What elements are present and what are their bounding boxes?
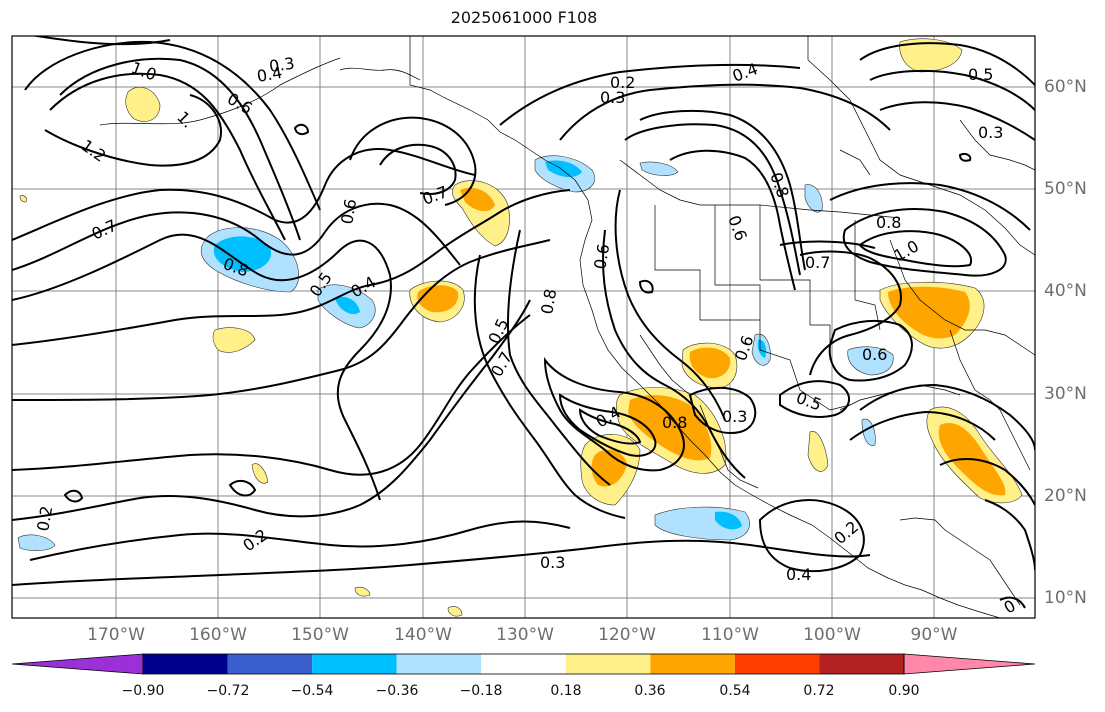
lon-label: 120°W — [598, 625, 656, 645]
colorbar-tick: 0.18 — [550, 683, 582, 699]
colorbar-tick: −0.90 — [121, 683, 165, 699]
lat-label: 60°N — [1044, 77, 1087, 97]
lat-label: 50°N — [1044, 179, 1087, 199]
colorbar-tick: −0.72 — [206, 683, 250, 699]
contour-label: 0.8 — [662, 413, 687, 432]
contour-label: 0.6 — [590, 242, 613, 270]
contour-label: 0.3 — [978, 123, 1003, 142]
lon-label: 100°W — [803, 625, 861, 645]
lon-label: 110°W — [701, 625, 759, 645]
contour-label: 0.6 — [862, 345, 887, 364]
lon-label: 90°W — [910, 625, 958, 645]
colorbar-tick: −0.54 — [290, 683, 334, 699]
contour-label: 0.4 — [255, 63, 283, 86]
colorbar-tick: 0.54 — [719, 683, 751, 699]
contour-label: 0.3 — [600, 88, 625, 107]
map-frame — [11, 35, 1036, 619]
contour-label: 0.6 — [337, 197, 360, 225]
graticule — [12, 36, 1035, 618]
lon-label: 160°W — [189, 625, 247, 645]
contour-label: 0.2 — [33, 504, 56, 532]
shaded-patches — [17, 38, 1023, 617]
lon-label: 140°W — [394, 625, 452, 645]
map-title: 2025061000 F108 — [450, 8, 598, 27]
contour-label: 0.8 — [876, 213, 901, 232]
lat-label: 30°N — [1044, 384, 1087, 404]
lon-label: 130°W — [496, 625, 554, 645]
contour-label: 0.5 — [968, 65, 993, 84]
contour-label: 0.3 — [540, 553, 565, 572]
contour-label: 0.7 — [805, 253, 830, 272]
contour-label: 0.4 — [786, 565, 811, 584]
lat-label: 40°N — [1044, 281, 1087, 301]
contour-lines — [12, 36, 1035, 609]
colorbar-tick: 0.72 — [803, 683, 835, 699]
colorbar-tick: 0.36 — [634, 683, 666, 699]
contour-labels: 0.3 0.4 1.0 0.6 1. 1.2 0.7 0.8 0.5 0.4 0… — [33, 54, 1019, 618]
colorbar-tick: −0.18 — [459, 683, 503, 699]
lon-label: 170°W — [87, 625, 145, 645]
colorbar-tick: 0.90 — [888, 683, 920, 699]
contour-label: 0.2 — [610, 73, 635, 92]
lat-label: 10°N — [1044, 588, 1087, 608]
contour-label: 0.8 — [537, 287, 560, 315]
lat-label: 20°N — [1044, 486, 1087, 506]
colorbar-tick: −0.36 — [375, 683, 419, 699]
contour-label: 0.3 — [268, 54, 296, 76]
contour-label: 0.3 — [722, 407, 747, 426]
lon-label: 150°W — [291, 625, 349, 645]
